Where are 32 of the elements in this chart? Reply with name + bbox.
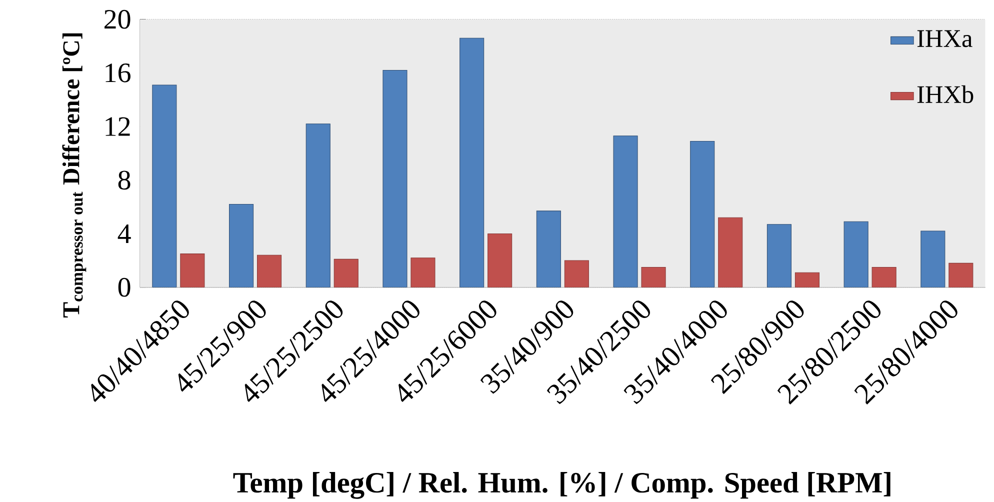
bar: [410, 258, 436, 288]
bar: [641, 266, 666, 288]
bar: [229, 204, 254, 288]
bar: [334, 258, 358, 288]
bar: [766, 224, 792, 288]
bar: [872, 266, 896, 288]
x-axis-title: Temp [degC] / Rel. Hum. [%] / Comp. Speed [RPM]: [233, 472, 890, 499]
bar: [794, 272, 820, 288]
bar: [920, 230, 946, 288]
bar: [306, 124, 330, 288]
bar: [536, 210, 561, 288]
bar: [488, 233, 512, 288]
bar: [180, 254, 205, 288]
y-tick-label: 20: [104, 10, 130, 29]
legend-label: IHXa: [917, 30, 972, 48]
bar: [382, 70, 408, 288]
y-tick-label: 12: [106, 117, 130, 136]
bar: [718, 217, 743, 288]
bar: [948, 262, 974, 288]
bar: [690, 140, 715, 288]
y-tick-label: 8: [118, 170, 130, 190]
bar: [257, 254, 282, 288]
y-axis-title: $\textbf{T}_{\textbf{compressor out}}\textbf{ Difference [ºC]}$: [62, 33, 86, 318]
y-tick-label: 0: [118, 278, 130, 297]
bar: [613, 136, 638, 288]
bar: [460, 38, 484, 288]
y-tick-label: 4: [118, 224, 131, 243]
bar: [844, 221, 868, 288]
y-tick-label: 16: [106, 64, 130, 82]
bar: [564, 260, 589, 288]
bar: [152, 84, 177, 288]
legend-label: IHXb: [917, 85, 974, 104]
